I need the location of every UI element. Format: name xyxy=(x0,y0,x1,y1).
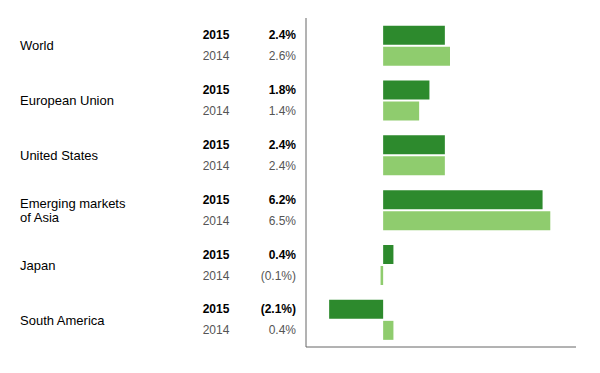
svg-text:1.4%: 1.4% xyxy=(269,104,297,118)
svg-text:2014: 2014 xyxy=(203,323,230,337)
svg-text:6.2%: 6.2% xyxy=(269,193,297,207)
svg-text:2015: 2015 xyxy=(203,193,230,207)
svg-text:South America: South America xyxy=(20,312,105,327)
svg-text:2015: 2015 xyxy=(203,138,230,152)
svg-text:2.4%: 2.4% xyxy=(269,138,297,152)
svg-text:2014: 2014 xyxy=(203,214,230,228)
svg-text:European Union: European Union xyxy=(20,93,114,108)
svg-text:2014: 2014 xyxy=(203,159,230,173)
svg-text:2014: 2014 xyxy=(203,104,230,118)
svg-text:2.6%: 2.6% xyxy=(269,49,297,63)
svg-text:2014: 2014 xyxy=(203,269,230,283)
svg-text:6.5%: 6.5% xyxy=(269,214,297,228)
svg-text:2015: 2015 xyxy=(203,302,230,316)
svg-text:2015: 2015 xyxy=(203,83,230,97)
svg-text:2.4%: 2.4% xyxy=(269,28,297,42)
svg-text:2015: 2015 xyxy=(203,28,230,42)
svg-text:0.4%: 0.4% xyxy=(269,248,297,262)
svg-text:1.8%: 1.8% xyxy=(269,83,297,97)
svg-text:2015: 2015 xyxy=(203,248,230,262)
svg-text:World: World xyxy=(20,38,54,53)
svg-text:United States: United States xyxy=(20,148,99,163)
svg-text:2014: 2014 xyxy=(203,49,230,63)
svg-text:Emerging marketsof Asia: Emerging marketsof Asia xyxy=(20,195,126,224)
svg-text:(2.1%): (2.1%) xyxy=(261,302,296,316)
svg-text:(0.1%): (0.1%) xyxy=(261,269,296,283)
svg-text:0.4%: 0.4% xyxy=(269,323,297,337)
svg-text:2.4%: 2.4% xyxy=(269,159,297,173)
svg-text:Japan: Japan xyxy=(20,257,55,272)
